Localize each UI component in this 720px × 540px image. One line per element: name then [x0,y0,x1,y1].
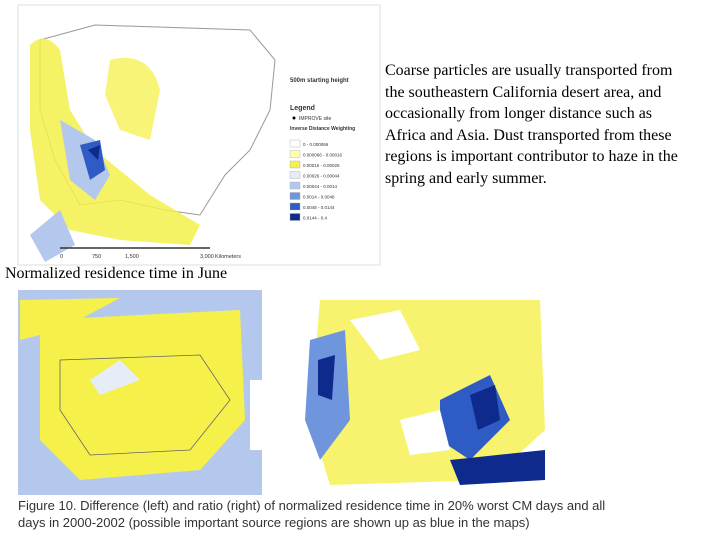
legend-swatch [289,171,301,179]
map-title: 500m starting height [290,78,349,84]
difference-map [18,290,262,495]
legend-swatch [289,213,301,221]
legend-swatch [289,160,301,169]
legend-label: 0.00044 - 0.0014 [303,184,338,189]
top-map: 500m starting height Legend IMPROVE site In… [17,4,381,266]
legend-title: Legend [290,105,315,112]
legend-label: 0 - 0.000066 [303,142,329,147]
legend-swatch [289,150,301,158]
scale-label: 1,500 [125,254,139,260]
site-label: IMPROVE site [299,116,331,122]
figure-caption: Figure 10. Difference (left) and ratio (… [18,498,606,530]
top-caption: Normalized residence time in June [5,265,228,282]
legend-label: 0.00016 - 0.00026 [303,163,340,168]
legend-swatch [289,139,301,148]
legend-swatch [289,181,301,190]
legend-label: 0.0014 - 0.0048 [303,195,335,200]
scale-label: 0 [60,254,63,260]
scale-label: 750 [92,254,101,260]
site-marker [292,116,296,120]
legend-label: 0.00026 - 0.00044 [303,174,340,179]
ratio-map [300,290,562,495]
method-label: Inverse Distance Weighting [290,126,355,132]
legend-label: 0.000066 - 0.00016 [303,153,343,158]
scale-label: 3,000 [200,254,214,260]
legend-swatch [289,202,301,211]
description: Coarse particles are usually transported… [385,62,678,187]
scale-label: Kilometers [215,254,241,260]
legend-label: 0.0144 - 0.4 [303,216,328,221]
legend-swatch [289,192,301,200]
legend-label: 0.0048 - 0.0144 [303,205,335,210]
